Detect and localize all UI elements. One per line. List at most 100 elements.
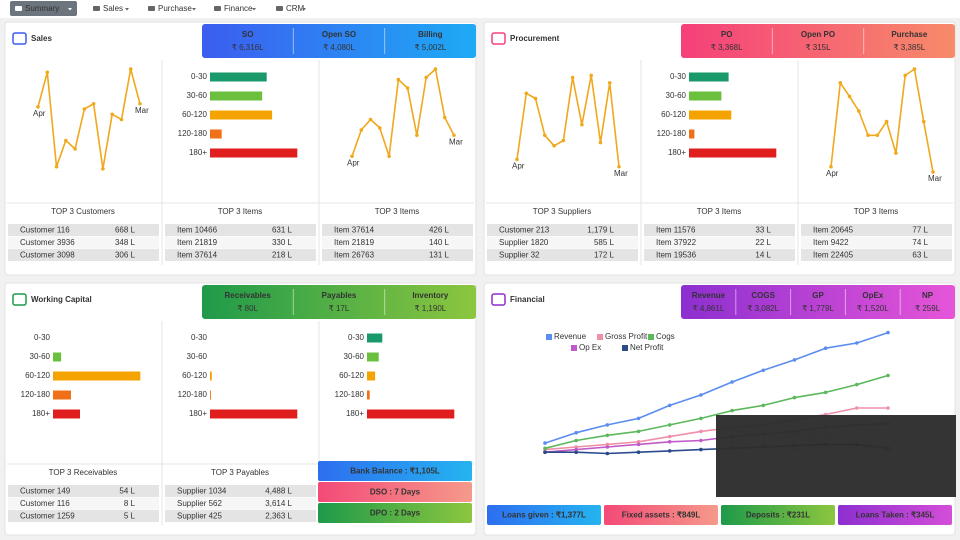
table-row (8, 236, 159, 249)
data-point (636, 429, 641, 434)
line-series (516, 74, 620, 167)
kpi-label[interactable]: Receivables (225, 291, 272, 300)
nav-tab-label: Finance (224, 4, 253, 13)
kpi-label[interactable]: GP (812, 291, 824, 300)
bar-label: 180+ (346, 409, 364, 418)
nav-icon (148, 6, 155, 11)
table-cell: 668 L (115, 226, 136, 235)
kpi-label[interactable]: Revenue (692, 291, 726, 300)
bar-label: 60-120 (339, 371, 364, 380)
nav-tab[interactable] (10, 1, 77, 16)
table-cell: 54 L (119, 487, 135, 496)
action-button[interactable] (487, 505, 601, 525)
bar-label: 180+ (189, 409, 207, 418)
data-point (667, 440, 672, 444)
data-point (699, 438, 703, 443)
data-point (91, 101, 96, 106)
data-point (636, 416, 641, 421)
legend-label: Cogs (656, 332, 675, 341)
action-button-label[interactable]: Deposits : ₹231L (746, 511, 810, 520)
table-cell: Supplier 32 (499, 251, 540, 260)
kpi-label[interactable]: OpEx (862, 291, 883, 300)
legend-swatch (648, 334, 654, 340)
data-point (636, 450, 641, 455)
bar (689, 148, 777, 158)
data-point (405, 86, 410, 90)
data-point (857, 109, 861, 113)
data-point (543, 446, 547, 451)
table-cell: 8 L (124, 499, 136, 508)
legend-swatch (546, 334, 552, 340)
kpi-label[interactable]: Inventory (412, 291, 449, 300)
data-point (543, 441, 547, 445)
table-row (165, 236, 316, 249)
action-button-label[interactable]: Loans Taken : ₹345L (856, 511, 935, 520)
table-row (801, 249, 952, 261)
action-button[interactable] (318, 503, 472, 523)
data-point (605, 451, 610, 456)
data-point (442, 115, 447, 120)
action-button[interactable] (318, 461, 472, 481)
nav-tab[interactable] (88, 1, 134, 16)
nav-tab[interactable] (271, 1, 311, 16)
kpi-label[interactable]: NP (922, 291, 934, 300)
data-point (699, 393, 703, 397)
data-point (589, 73, 593, 78)
kpi-label[interactable]: SO (242, 30, 254, 39)
kpi-label[interactable]: Purchase (891, 30, 928, 39)
action-button[interactable] (838, 505, 952, 525)
data-point (866, 133, 870, 138)
nav-tab[interactable] (209, 1, 261, 16)
data-point (574, 447, 578, 452)
kpi-label[interactable]: Billing (418, 30, 443, 39)
bar-label: 0-30 (191, 72, 208, 81)
data-point (667, 423, 672, 427)
data-point (636, 440, 641, 444)
notification[interactable] (716, 415, 956, 497)
table-cell: Customer 3936 (20, 238, 75, 247)
table-cell: 77 L (912, 226, 928, 235)
kpi-strip (681, 24, 955, 58)
action-button[interactable] (721, 505, 835, 525)
kpi-label[interactable]: PO (721, 30, 733, 39)
nav-tab-label: Summary (25, 4, 59, 13)
nav-tab[interactable] (143, 1, 201, 16)
bar-label: 120-180 (657, 129, 687, 138)
bar (689, 129, 695, 139)
notification-source: Google Chrome (768, 475, 825, 484)
kpi-label[interactable]: Open SO (322, 30, 356, 39)
bar-label: 60-120 (25, 371, 50, 380)
x-label: Apr (33, 109, 46, 118)
table-cell: Item 21819 (177, 238, 218, 247)
action-button-label[interactable]: Loans given : ₹1,377L (502, 511, 586, 520)
data-point (903, 73, 907, 78)
action-button-label[interactable]: Bank Balance : ₹1,105L (350, 467, 440, 476)
bar-label: 0-30 (34, 333, 51, 342)
kpi-label[interactable]: COGS (751, 291, 775, 300)
x-label: Mar (928, 174, 942, 183)
data-point (515, 157, 519, 162)
kpi-label[interactable]: Payables (322, 291, 357, 300)
kpi-value: ₹ 259L (915, 304, 941, 313)
action-button-label[interactable]: DSO : 7 Days (370, 488, 421, 497)
table-caption: TOP 3 Receivables (49, 468, 118, 477)
action-button-label[interactable]: DPO : 2 Days (370, 509, 421, 518)
action-button-label[interactable]: Fixed assets : ₹849L (622, 511, 701, 520)
data-point (524, 91, 529, 96)
bar (367, 352, 379, 362)
action-button[interactable] (318, 482, 472, 502)
data-point (667, 434, 672, 439)
table-caption: TOP 3 Items (854, 207, 899, 216)
data-point (823, 390, 828, 395)
kpi-value: ₹ 1,190L (414, 304, 446, 313)
action-button[interactable] (604, 505, 718, 525)
data-point (894, 151, 898, 155)
data-point (561, 138, 566, 143)
kpi-value: ₹ 4,080L (323, 43, 355, 52)
data-point (855, 341, 859, 345)
table-cell: Item 37614 (177, 251, 218, 260)
table-cell: 426 L (429, 226, 450, 235)
kpi-label[interactable]: Open PO (801, 30, 835, 39)
bar (689, 72, 729, 82)
